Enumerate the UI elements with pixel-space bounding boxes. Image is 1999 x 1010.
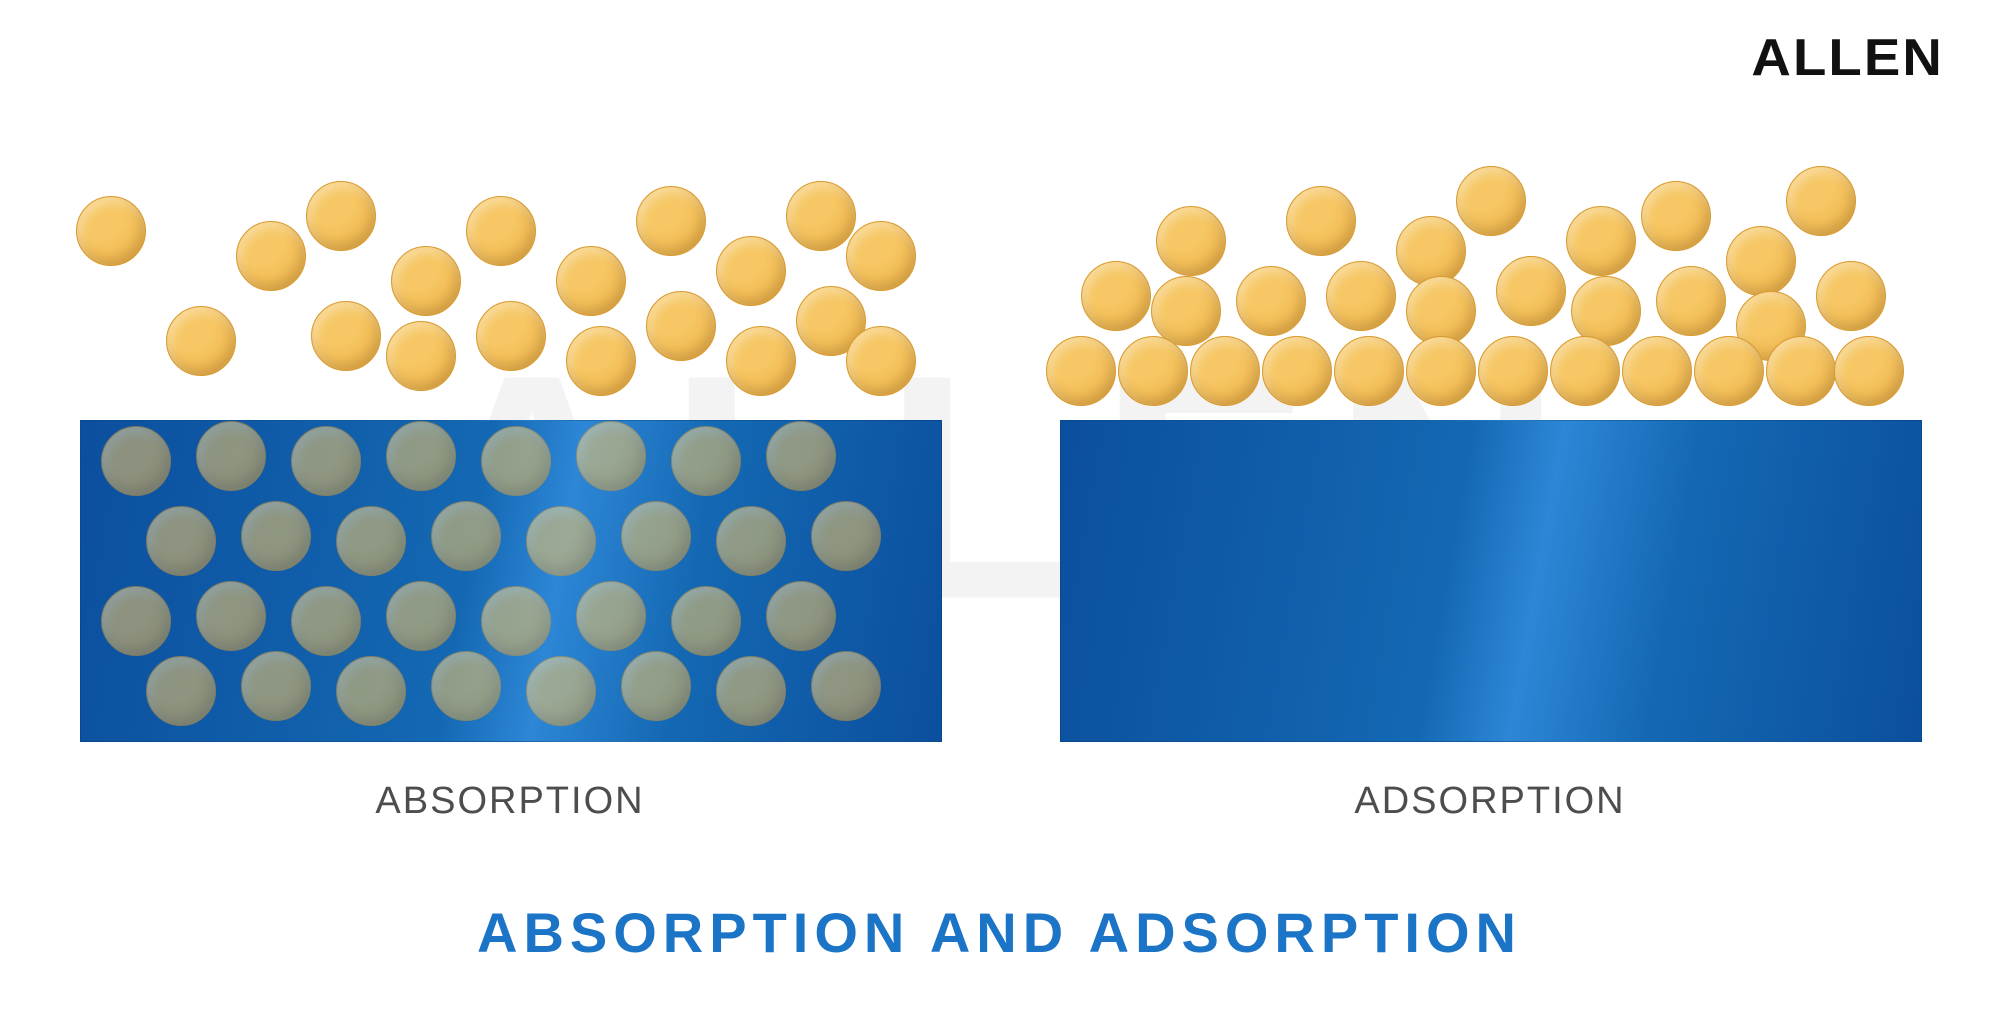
particle <box>311 301 381 371</box>
particle <box>1766 336 1836 406</box>
particle <box>811 501 881 571</box>
particle <box>716 656 786 726</box>
particle <box>671 586 741 656</box>
particle <box>811 651 881 721</box>
particle <box>846 221 916 291</box>
particle <box>576 421 646 491</box>
particle <box>236 221 306 291</box>
brand-logo: ALLEN <box>1751 28 1943 88</box>
particle <box>1286 186 1356 256</box>
particle <box>1046 336 1116 406</box>
diagram-canvas: ALLEN ALLEN ABSORPTIONADSORPTION ABSORPT… <box>0 0 1999 1010</box>
particle <box>716 506 786 576</box>
particle <box>846 326 916 396</box>
particle <box>526 506 596 576</box>
particle <box>1550 336 1620 406</box>
particle <box>1656 266 1726 336</box>
particle <box>636 186 706 256</box>
particle <box>1156 206 1226 276</box>
particle <box>576 581 646 651</box>
particle <box>241 651 311 721</box>
particle <box>1236 266 1306 336</box>
particle <box>1406 336 1476 406</box>
particle <box>646 291 716 361</box>
particle <box>196 421 266 491</box>
particle <box>146 656 216 726</box>
particle <box>716 236 786 306</box>
panel-adsorption: ADSORPTION <box>1060 160 1920 800</box>
particle <box>1641 181 1711 251</box>
particle <box>386 421 456 491</box>
particle <box>481 426 551 496</box>
particle <box>1081 261 1151 331</box>
particle <box>476 301 546 371</box>
particle <box>1726 226 1796 296</box>
particle <box>431 651 501 721</box>
particle <box>1118 336 1188 406</box>
particle <box>1816 261 1886 331</box>
particle <box>431 501 501 571</box>
particle <box>1396 216 1466 286</box>
particle <box>1496 256 1566 326</box>
particle <box>466 196 536 266</box>
particle <box>671 426 741 496</box>
particle <box>291 426 361 496</box>
particle <box>1694 336 1764 406</box>
particle <box>621 501 691 571</box>
particle <box>1334 336 1404 406</box>
particle <box>1456 166 1526 236</box>
particle <box>101 426 171 496</box>
particle <box>526 656 596 726</box>
particle <box>291 586 361 656</box>
particle <box>621 651 691 721</box>
particle <box>1151 276 1221 346</box>
particle <box>1326 261 1396 331</box>
adsorption-label: ADSORPTION <box>1060 780 1920 823</box>
particle <box>566 326 636 396</box>
particle <box>386 321 456 391</box>
particle <box>1566 206 1636 276</box>
particle <box>336 506 406 576</box>
particle <box>1262 336 1332 406</box>
particle <box>196 581 266 651</box>
particle <box>766 581 836 651</box>
particle <box>241 501 311 571</box>
particle <box>1622 336 1692 406</box>
particle <box>101 586 171 656</box>
particle <box>1190 336 1260 406</box>
particle <box>1786 166 1856 236</box>
main-title: ABSORPTION AND ADSORPTION <box>0 900 1999 965</box>
particle <box>786 181 856 251</box>
adsorption-block <box>1060 420 1922 742</box>
particle <box>166 306 236 376</box>
particle <box>306 181 376 251</box>
panel-absorption: ABSORPTION <box>80 160 940 800</box>
particle <box>391 246 461 316</box>
particle <box>76 196 146 266</box>
particle <box>766 421 836 491</box>
particle <box>726 326 796 396</box>
absorption-label: ABSORPTION <box>80 780 940 823</box>
particle <box>1834 336 1904 406</box>
particle <box>556 246 626 316</box>
particle <box>336 656 406 726</box>
particle <box>146 506 216 576</box>
particle <box>481 586 551 656</box>
particle <box>386 581 456 651</box>
particle <box>1478 336 1548 406</box>
